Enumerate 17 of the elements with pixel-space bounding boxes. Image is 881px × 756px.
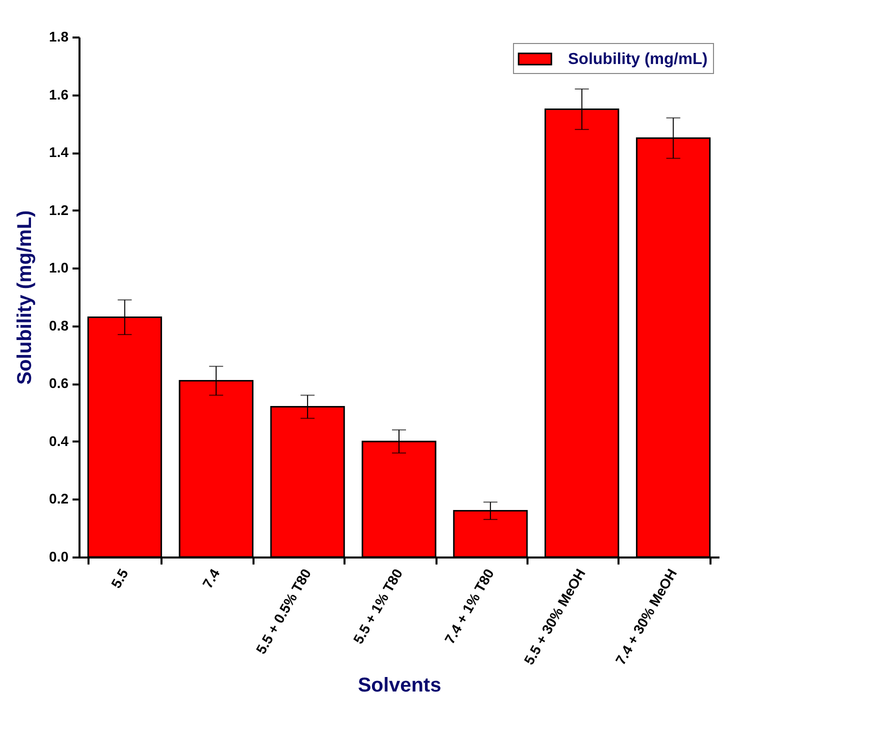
x-tick-label: 7.4 <box>199 566 223 591</box>
y-tick-label: 1.8 <box>49 28 69 44</box>
x-tick-label: 7.4 + 1% T80 <box>441 566 498 646</box>
y-tick-label: 1.0 <box>49 260 69 276</box>
y-tick-label: 0.0 <box>49 548 69 564</box>
y-axis-title: Solubility (mg/mL) <box>14 210 36 385</box>
y-tick-label: 1.4 <box>49 144 69 160</box>
y-tick-label: 0.6 <box>49 375 69 392</box>
y-tick-label: 1.6 <box>49 86 69 102</box>
y-tick-label: 1.2 <box>49 202 69 218</box>
x-tick-label: 5.5 + 1% T80 <box>350 566 406 646</box>
y-tick-label: 0.2 <box>49 490 69 507</box>
y-tick-label: 0.8 <box>49 317 69 334</box>
x-tick-label: 5.5 <box>108 566 132 591</box>
y-tick-label: 0.4 <box>49 432 69 449</box>
x-axis-title: Solvents <box>358 674 442 696</box>
legend-label: Solubility (mg/mL) <box>568 51 708 68</box>
